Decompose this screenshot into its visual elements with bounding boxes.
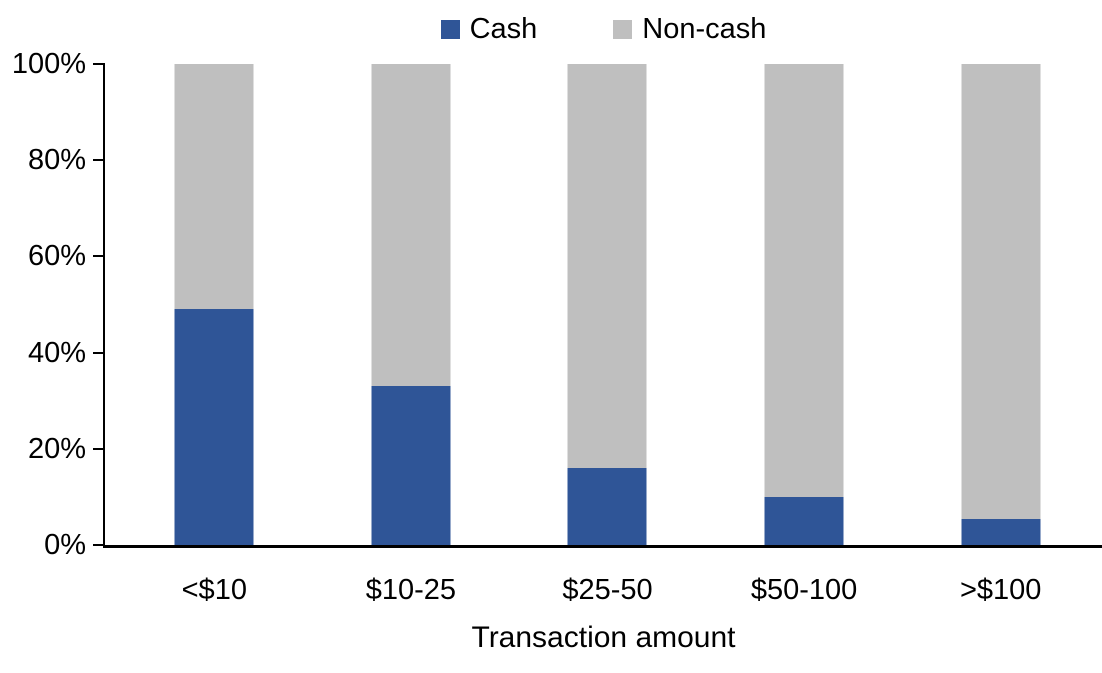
y-tick-80 <box>93 159 103 162</box>
legend-swatch-cash <box>440 19 460 39</box>
y-tick-100 <box>93 63 103 65</box>
legend-item-cash: Cash <box>440 12 538 46</box>
bar-segment-cash-2 <box>567 468 647 545</box>
bar-segment-non-cash-4 <box>961 64 1041 519</box>
bar-segment-non-cash-1 <box>371 64 451 387</box>
legend-label-non-cash: Non-cash <box>642 13 767 45</box>
plot-area <box>116 64 1099 545</box>
y-tick-label-20: 20% <box>27 432 86 465</box>
bar-group-0 <box>116 64 313 545</box>
y-tick-label-0: 0% <box>44 529 86 561</box>
y-tick-20 <box>93 447 103 450</box>
legend-item-non-cash: Non-cash <box>613 12 766 46</box>
x-axis-title: Transaction amount <box>471 621 736 654</box>
y-tick-label-80: 80% <box>27 144 86 177</box>
bar-segment-non-cash-0 <box>174 64 254 310</box>
x-axis-labels: <$10 $10-25 $25-50 $50-100 >$100 <box>116 573 1099 607</box>
x-category-label-1: $10-25 <box>365 574 457 606</box>
y-axis-line <box>103 63 105 548</box>
bar-segment-cash-3 <box>764 496 844 545</box>
bar-stack-0 <box>174 64 254 545</box>
bar-group-1 <box>313 64 510 545</box>
bar-stack-2 <box>567 64 647 545</box>
legend-swatch-non-cash <box>613 19 633 39</box>
bar-group-3 <box>706 64 903 545</box>
bar-group-2 <box>509 64 706 545</box>
legend-label-cash: Cash <box>469 13 538 45</box>
bar-segment-cash-1 <box>371 386 451 545</box>
bar-stack-4 <box>961 64 1041 545</box>
y-tick-0 <box>93 544 103 546</box>
y-tick-label-60: 60% <box>27 240 86 273</box>
bar-segment-non-cash-3 <box>764 64 844 497</box>
bar-stack-3 <box>764 64 844 545</box>
legend: Cash Non-cash <box>105 12 1102 46</box>
x-axis-line <box>103 545 1102 548</box>
y-tick-label-100: 100% <box>11 48 86 80</box>
bar-segment-non-cash-2 <box>567 64 647 469</box>
y-tick-label-40: 40% <box>27 336 86 369</box>
x-category-label-2: $25-50 <box>562 574 653 606</box>
x-category-label-3: $50-100 <box>750 574 858 606</box>
x-category-label-4: >$100 <box>959 574 1042 606</box>
x-category-label-0: <$10 <box>181 574 247 606</box>
y-tick-40 <box>93 351 103 354</box>
bar-segment-cash-4 <box>961 518 1041 545</box>
bar-segment-cash-0 <box>174 309 254 545</box>
bar-stack-1 <box>371 64 451 545</box>
bar-group-4 <box>902 64 1099 545</box>
y-tick-60 <box>93 255 103 258</box>
